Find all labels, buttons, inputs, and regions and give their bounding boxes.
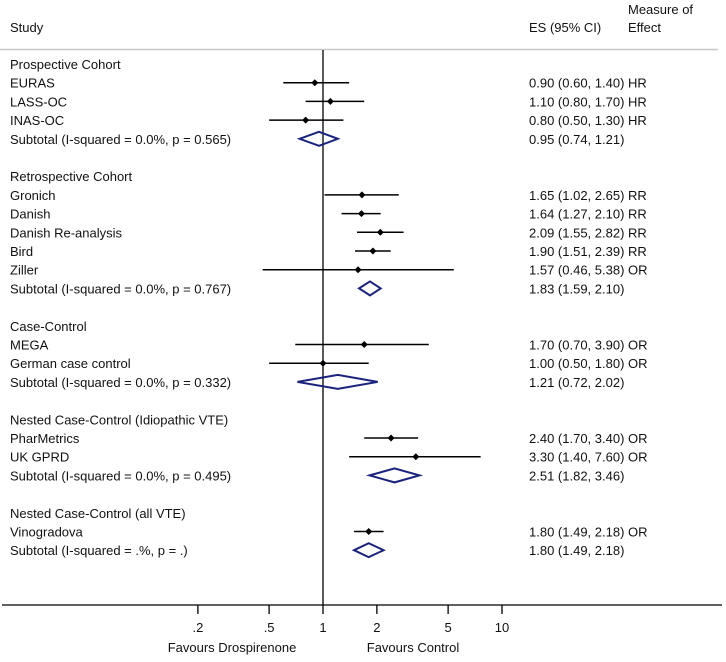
measure-of-effect: RR [628, 188, 647, 203]
subtotal-es-ci-value: 2.51 (1.82, 3.46) [529, 468, 624, 483]
es-ci-value: 1.90 (1.51, 2.39) [529, 244, 624, 259]
point-estimate-marker [357, 210, 365, 218]
favours-left-label: Favours Drospirenone [168, 640, 297, 655]
group-heading: Nested Case-Control (Idiopathic VTE) [10, 412, 228, 427]
group-heading: Retrospective Cohort [10, 169, 132, 184]
study-label: Bird [10, 244, 33, 259]
point-estimate-marker [365, 528, 373, 535]
measure-of-effect: HR [628, 94, 647, 109]
es-ci-value: 1.65 (1.02, 2.65) [529, 188, 624, 203]
study-label: EURAS [10, 76, 55, 91]
measure-of-effect: HR [628, 113, 647, 128]
point-estimate-marker [302, 116, 310, 124]
es-ci-value: 1.57 (0.46, 5.38) [529, 263, 624, 278]
pooled-estimate-diamond [357, 280, 383, 297]
header-measure-line1: Measure of [628, 2, 693, 17]
x-tick-label: .5 [264, 620, 275, 635]
study-label: Ziller [10, 263, 39, 278]
es-ci-value: 1.00 (0.50, 1.80) [529, 356, 624, 371]
subtotal-es-ci-value: 1.21 (0.72, 2.02) [529, 375, 624, 390]
study-label: Vinogradova [10, 525, 84, 540]
header-es: ES (95% CI) [529, 20, 601, 35]
subtotal-es-ci-value: 1.80 (1.49, 2.18) [529, 543, 624, 558]
measure-of-effect: OR [628, 356, 648, 371]
es-ci-value: 3.30 (1.40, 7.60) [529, 450, 624, 465]
subtotal-es-ci-value: 1.83 (1.59, 2.10) [529, 281, 624, 296]
measure-of-effect: OR [628, 263, 648, 278]
study-label: MEGA [10, 338, 49, 353]
favours-right-label: Favours Control [367, 640, 460, 655]
es-ci-value: 2.40 (1.70, 3.40) [529, 431, 624, 446]
es-ci-value: 1.80 (1.49, 2.18) [529, 525, 624, 540]
measure-of-effect: RR [628, 225, 647, 240]
study-label: PharMetrics [10, 431, 80, 446]
point-estimate-marker [369, 247, 377, 255]
point-estimate-marker [387, 434, 395, 442]
header-study: Study [10, 20, 44, 35]
point-estimate-marker [326, 97, 334, 105]
x-tick-label: 1 [319, 620, 326, 635]
measure-of-effect: HR [628, 76, 647, 91]
measure-of-effect: OR [628, 450, 648, 465]
es-ci-value: 1.64 (1.27, 2.10) [529, 207, 624, 222]
forest-rows: Prospective Cohort EURAS 0.90 (0.60, 1.40)… [10, 57, 648, 559]
point-estimate-marker [319, 359, 327, 367]
pooled-estimate-diamond [297, 373, 378, 390]
study-label: German case control [10, 356, 131, 371]
subtotal-label: Subtotal (I-squared = 0.0%, p = 0.495) [10, 468, 231, 483]
group-heading: Case-Control [10, 319, 87, 334]
study-label: Danish [10, 207, 50, 222]
point-estimate-marker [412, 453, 420, 461]
group-heading: Prospective Cohort [10, 57, 121, 72]
subtotal-label: Subtotal (I-squared = 0.0%, p = 0.767) [10, 281, 231, 296]
study-label: INAS-OC [10, 113, 64, 128]
point-estimate-marker [358, 191, 366, 199]
x-tick-label: 2 [373, 620, 380, 635]
es-ci-value: 1.70 (0.70, 3.90) [529, 338, 624, 353]
measure-of-effect: OR [628, 431, 648, 446]
header-measure-line2: Effect [628, 20, 661, 35]
study-label: Gronich [10, 188, 56, 203]
subtotal-es-ci-value: 0.95 (0.74, 1.21) [529, 132, 624, 147]
subtotal-label: Subtotal (I-squared = 0.0%, p = 0.332) [10, 375, 231, 390]
subtotal-label: Subtotal (I-squared = 0.0%, p = 0.565) [10, 132, 231, 147]
x-tick-label: .2 [192, 620, 203, 635]
x-tick-label: 10 [495, 620, 509, 635]
x-axis-ticks: .2 .5 1 2 5 10 [192, 605, 509, 635]
pooled-estimate-diamond [296, 130, 341, 147]
es-ci-value: 2.09 (1.55, 2.82) [529, 225, 624, 240]
point-estimate-marker [376, 228, 384, 236]
study-label: LASS-OC [10, 94, 67, 109]
group-heading: Nested Case-Control (all VTE) [10, 506, 186, 521]
measure-of-effect: RR [628, 244, 647, 259]
point-estimate-marker [354, 266, 362, 274]
point-estimate-marker [360, 341, 368, 348]
measure-of-effect: OR [628, 525, 648, 540]
subtotal-label: Subtotal (I-squared = .%, p = .) [10, 543, 188, 558]
es-ci-value: 0.90 (0.60, 1.40) [529, 76, 624, 91]
pooled-estimate-diamond [365, 467, 424, 484]
pooled-estimate-diamond [351, 542, 386, 559]
point-estimate-marker [311, 79, 319, 87]
x-tick-label: 5 [444, 620, 451, 635]
es-ci-value: 0.80 (0.50, 1.30) [529, 113, 624, 128]
study-label: Danish Re-analysis [10, 225, 122, 240]
measure-of-effect: RR [628, 207, 647, 222]
es-ci-value: 1.10 (0.80, 1.70) [529, 94, 624, 109]
measure-of-effect: OR [628, 338, 648, 353]
study-label: UK GPRD [10, 450, 69, 465]
